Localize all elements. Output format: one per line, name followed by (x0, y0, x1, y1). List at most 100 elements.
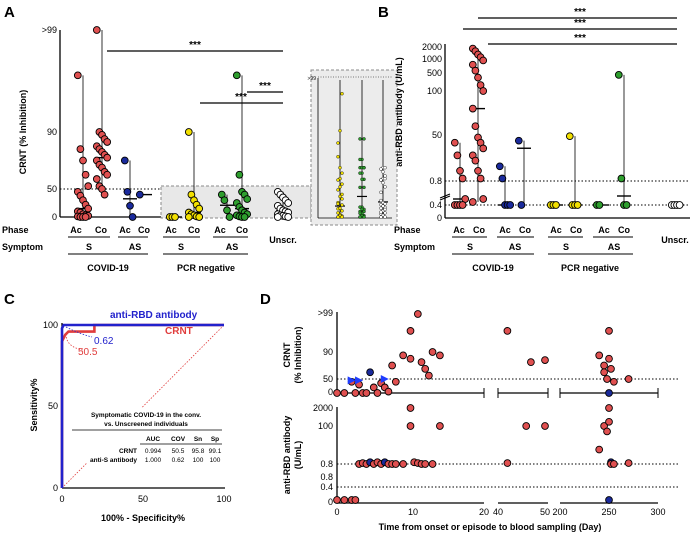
panel-d-top-point (388, 361, 396, 370)
panel-d-bottom-point (351, 496, 360, 504)
panel-c-table-row-1-cov: 50.5 (172, 448, 185, 455)
panel-label-d: D (260, 291, 271, 308)
panel-a-point (79, 156, 87, 165)
panel-d-x-axis-label: Time from onset or episode to blood samp… (379, 522, 602, 532)
inset-point (383, 207, 387, 212)
inset-point (379, 190, 383, 195)
inset-point (362, 185, 366, 190)
panel-b-bracket-3-label: *** (574, 33, 586, 44)
panel-a-phase-tick: Co (138, 225, 150, 235)
panel-a-point (225, 213, 234, 221)
panel-b-phase-ticks: Ac Co Ac Co Ac Co Ac Co (453, 225, 630, 235)
panel-label-c: C (4, 291, 15, 308)
panel-a-point (184, 128, 193, 136)
panel-a-point (103, 138, 112, 146)
panel-d-top-point (417, 358, 426, 366)
panel-b-ytick-50: 50 (432, 130, 442, 140)
panel-b-axis-break-1 (439, 193, 451, 199)
inset-point (358, 205, 362, 209)
panel-b-point (474, 166, 482, 175)
panel-c-stats-table: Symptomatic COVID-19 in the conv. vs. Un… (70, 408, 222, 464)
panel-a-point (126, 201, 134, 210)
panel-a-phase-tick: Ac (119, 225, 131, 235)
panel-c-ytick-0: 0 (53, 483, 58, 493)
panel-a-group-pcr: PCR negative (177, 263, 235, 273)
panel-a-points (73, 26, 293, 221)
inset-point (381, 204, 385, 208)
panel-b-phase-tick: Co (570, 225, 582, 235)
panel-a-phase-tick: Co (188, 225, 200, 235)
panel-d-top-point (333, 389, 341, 397)
panel-c-table-row-2-sp: 100 (210, 457, 221, 464)
panel-b-symptom-ticks: S AS S AS (467, 242, 620, 252)
panel-a-phase-tick: Co (95, 225, 107, 235)
inset-point (379, 198, 383, 203)
inset-point (340, 192, 344, 197)
inset-point (383, 174, 387, 178)
panel-b-point (617, 174, 626, 183)
panel-d-bottom-point (605, 496, 613, 504)
panel-b-bracket-2-label: *** (574, 18, 586, 29)
panel-d-bottom-ytick-2000: 2000 (313, 403, 333, 413)
panel-a-ytick-90: 90 (47, 127, 57, 137)
inset-point (336, 202, 340, 206)
panel-d-top-point (384, 387, 393, 396)
panel-b-point (479, 87, 488, 95)
panel-d-arrow-icon (347, 376, 356, 385)
panel-label-b: B (378, 4, 389, 21)
inset-point (340, 215, 344, 219)
panel-b-point (476, 174, 485, 183)
panel-b-point (622, 201, 631, 209)
panel-c-table-row-2-sn: 100 (193, 457, 204, 464)
panel-d-top-point (391, 377, 400, 386)
panel-d-top-point (503, 327, 512, 335)
panel-a-symptom-label: Symptom (2, 242, 43, 252)
inset-point (379, 206, 383, 210)
inset-point (336, 188, 340, 192)
panel-b-ytick-1000: 1000 (422, 54, 442, 64)
panel-d-xtick-0: 0 (334, 507, 339, 517)
panel-b-point (471, 122, 480, 131)
panel-d-bottom-points (333, 404, 633, 504)
inset-point (338, 165, 342, 170)
panel-c-table-row-1-name: CRNT (119, 448, 137, 455)
panel-d-bottom-point (406, 422, 415, 430)
panel-b-point (614, 71, 623, 79)
panel-d-bottom-ytick-0.4: 0.4 (320, 482, 333, 492)
panel-a-inset: >99 (308, 69, 398, 226)
panel-c-x-axis-label: 100% - Specificity% (101, 513, 185, 523)
panel-a-point (120, 156, 129, 165)
panel-d-top-point (541, 356, 549, 364)
panel-a-phase-ticks: Ac Co Ac Co Ac Co Ac Co (70, 225, 248, 235)
panel-a-bracket-1-label: *** (189, 40, 201, 51)
inset-point (358, 211, 362, 216)
panel-a-point (195, 213, 204, 221)
panel-d-top-point (369, 383, 378, 392)
panel-b-phase-tick: Co (519, 225, 531, 235)
panel-b-symptom-tick: S (467, 242, 473, 252)
panel-d-top-point (610, 377, 618, 386)
panel-b-symptom-tick: AS (608, 242, 621, 252)
panel-d-top-point (600, 368, 608, 377)
panel-a-point (240, 213, 249, 221)
panel-b-ytick-0.4: 0.4 (429, 200, 442, 210)
inset-point (362, 209, 366, 214)
inset-point (362, 165, 366, 170)
panel-b-point (474, 73, 482, 82)
panel-d-bottom-point (605, 404, 613, 412)
panel-d-xtick-200: 200 (552, 507, 567, 517)
panel-a-ytick-50: 50 (47, 184, 57, 194)
inset-point (340, 171, 344, 175)
panel-a-point (103, 153, 112, 162)
panel-c-table-row-1-sn: 95.8 (192, 448, 205, 455)
panel-b-point (468, 104, 477, 113)
inset-ytick: >99 (308, 76, 317, 82)
panel-c-table-title-1: Symptomatic COVID-19 in the conv. (91, 412, 201, 419)
panel-a-point (220, 196, 229, 205)
panel-d-top-point (406, 327, 415, 335)
panel-a-point (273, 213, 282, 221)
panel-c-table-header-sn: Sn (194, 436, 202, 443)
panel-d-bottom-point (391, 460, 400, 468)
panel-b-phase-tick: Ac (550, 225, 562, 235)
